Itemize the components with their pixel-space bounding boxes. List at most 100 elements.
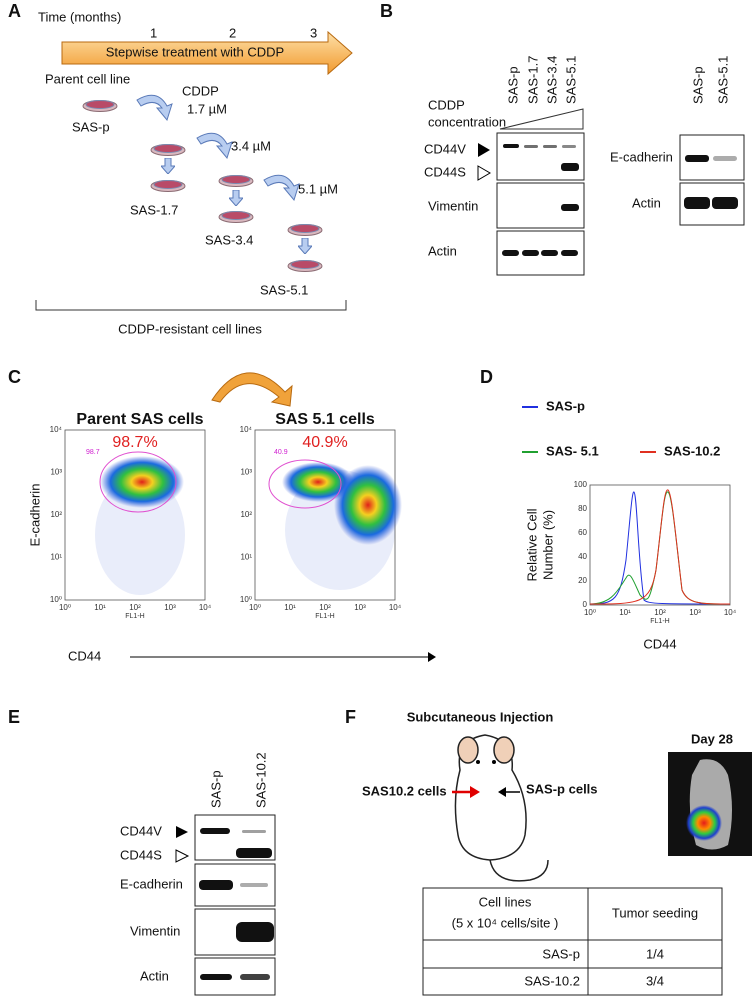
- legend-entry: SAS-10.2: [664, 443, 720, 458]
- x-tick-label: 10⁴: [389, 603, 402, 612]
- y-tick-label: 80: [578, 504, 587, 513]
- shape: [176, 826, 188, 838]
- shape: [236, 922, 274, 942]
- x-label: CD44: [643, 636, 676, 651]
- shape: [498, 787, 506, 797]
- plot-title: SAS 5.1 cells: [275, 411, 375, 428]
- y-tick-label: 10¹: [240, 553, 252, 562]
- gate: 98.7: [86, 449, 100, 456]
- band-label: CD44V: [120, 823, 162, 838]
- shape: [686, 805, 722, 841]
- f-title: Subcutaneous Injection: [407, 709, 554, 724]
- fl-label: FL1-H: [315, 613, 334, 620]
- fl-label: FL1-H: [650, 618, 669, 625]
- icon: [287, 224, 323, 236]
- percent: 40.9%: [302, 434, 347, 451]
- band-label: Actin: [632, 195, 661, 210]
- cell-line: SAS-1.7: [130, 202, 178, 217]
- shape: [242, 830, 266, 833]
- shape: [200, 828, 230, 834]
- icon: [263, 174, 300, 201]
- lane-label: SAS-1.7: [525, 56, 540, 104]
- shape: [561, 250, 578, 256]
- shape: [254, 429, 402, 601]
- icon: [218, 175, 254, 187]
- band-label: Vimentin: [130, 923, 180, 938]
- x-tick-label: 10¹: [284, 603, 296, 612]
- y-tick-label: 10¹: [50, 553, 62, 562]
- x-tick-label: 10⁰: [59, 603, 71, 612]
- panel-label: F: [345, 707, 356, 727]
- shape: [428, 652, 436, 662]
- icon: [287, 260, 323, 272]
- legend-entry: SAS-p: [546, 398, 585, 413]
- dose: 3.4 µM: [231, 138, 271, 153]
- shape: [200, 974, 232, 980]
- shape: [35, 300, 347, 311]
- table-cell: SAS-p: [542, 946, 580, 961]
- shape: [64, 429, 206, 601]
- x-tick-label: 10²: [129, 603, 141, 612]
- shape: [100, 456, 184, 508]
- y-tick-label: 10³: [50, 468, 62, 477]
- table-cell: 1/4: [646, 946, 664, 961]
- x-tick-label: 10³: [164, 603, 176, 612]
- shape: [268, 459, 342, 509]
- y-label: Relative Cell: [524, 508, 539, 581]
- shape: [476, 760, 480, 764]
- panel-label: C: [8, 367, 21, 387]
- shape: [334, 465, 402, 545]
- shape: [493, 736, 515, 764]
- band-label: E-cadherin: [610, 149, 673, 164]
- shape: [561, 163, 579, 171]
- shape: [454, 734, 549, 882]
- parent-label: Parent cell line: [45, 71, 130, 86]
- band-label: Actin: [140, 968, 169, 983]
- shape: [236, 848, 272, 858]
- icon: [150, 144, 186, 156]
- gate: 40.9: [274, 449, 288, 456]
- y-tick-label: 60: [578, 528, 587, 537]
- shape: [541, 250, 558, 256]
- x-label: CD44: [68, 648, 101, 663]
- band-label: E-cadherin: [120, 876, 183, 891]
- icon: [82, 100, 118, 112]
- shape: [99, 451, 177, 513]
- day-label: Day 28: [691, 731, 733, 746]
- x-tick-label: 10¹: [94, 603, 106, 612]
- icon: [229, 190, 243, 206]
- shape: [522, 250, 539, 256]
- bracket-label: CDDP-resistant cell lines: [118, 321, 262, 336]
- shape: [61, 30, 353, 76]
- icon: [196, 132, 233, 159]
- lane-label: SAS-3.4: [544, 56, 559, 104]
- y-tick-label: 0: [583, 600, 588, 609]
- month: 2: [229, 25, 236, 40]
- band-label: CD44S: [120, 847, 162, 862]
- icon: [298, 238, 312, 254]
- shape: [478, 143, 490, 157]
- month: 1: [150, 25, 157, 40]
- x-tick-label: 10¹: [619, 608, 631, 617]
- shape: [589, 491, 731, 605]
- panel-label: D: [480, 367, 493, 387]
- icon: [161, 158, 175, 174]
- y-tick-label: 40: [578, 552, 587, 561]
- concentration: concentration: [428, 114, 506, 129]
- shape: [211, 372, 293, 407]
- x-tick-label: 10³: [354, 603, 366, 612]
- shape: [454, 734, 527, 861]
- x-tick-label: 10²: [654, 608, 666, 617]
- shape: [422, 887, 723, 996]
- x-tick-label: 10²: [319, 603, 331, 612]
- lane-label: SAS-5.1: [715, 56, 730, 104]
- shape: [524, 145, 538, 148]
- injection-label: SAS-p cells: [526, 781, 598, 796]
- lane-label: SAS-p: [208, 770, 223, 808]
- panel-label: E: [8, 707, 20, 727]
- plot-title: Parent SAS cells: [76, 411, 203, 428]
- cell-line: SAS-3.4: [205, 232, 253, 247]
- y-tick-label: 10⁰: [240, 595, 252, 604]
- dose: 1.7 µM: [187, 101, 227, 116]
- band-label: Actin: [428, 243, 457, 258]
